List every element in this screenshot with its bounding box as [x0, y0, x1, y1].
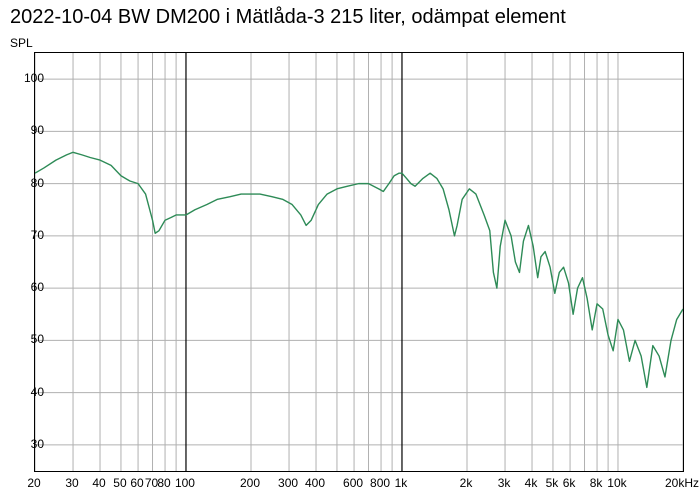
- chart-title: 2022-10-04 BW DM200 i Mätlåda-3 215 lite…: [10, 6, 566, 29]
- x-tick-label: 20: [27, 476, 40, 490]
- x-tick-label: 50: [113, 476, 126, 490]
- x-tick-label: 1k: [395, 476, 408, 490]
- x-tick-label: 20kHz: [665, 476, 699, 490]
- x-tick-label: 200: [240, 476, 260, 490]
- y-tick-label: 40: [14, 385, 44, 399]
- x-tick-label: 4k: [525, 476, 538, 490]
- x-tick-label: 800: [370, 476, 390, 490]
- x-tick-label: 8k: [590, 476, 603, 490]
- x-tick-label: 80: [157, 476, 170, 490]
- x-tick-label: 600: [343, 476, 363, 490]
- chart-container: 2022-10-04 BW DM200 i Mätlåda-3 215 lite…: [0, 0, 700, 502]
- x-tick-label: 400: [305, 476, 325, 490]
- y-tick-label: 70: [14, 228, 44, 242]
- plot-svg: [35, 53, 683, 471]
- y-tick-label: 50: [14, 332, 44, 346]
- x-tick-label: 30: [65, 476, 78, 490]
- x-tick-label: 2k: [460, 476, 473, 490]
- x-tick-label: 70: [145, 476, 158, 490]
- x-tick-label: 300: [278, 476, 298, 490]
- y-tick-label: 60: [14, 280, 44, 294]
- plot-area: [34, 52, 684, 472]
- y-tick-label: 30: [14, 437, 44, 451]
- x-tick-label: 3k: [498, 476, 511, 490]
- x-tick-label: 60: [130, 476, 143, 490]
- y-tick-label: 100: [14, 71, 44, 85]
- x-tick-label: 10k: [607, 476, 626, 490]
- x-tick-label: 100: [175, 476, 195, 490]
- x-tick-label: 6k: [563, 476, 576, 490]
- y-axis-label: SPL: [10, 36, 33, 50]
- y-tick-label: 90: [14, 123, 44, 137]
- y-tick-label: 80: [14, 176, 44, 190]
- x-tick-label: 5k: [546, 476, 559, 490]
- x-tick-label: 40: [92, 476, 105, 490]
